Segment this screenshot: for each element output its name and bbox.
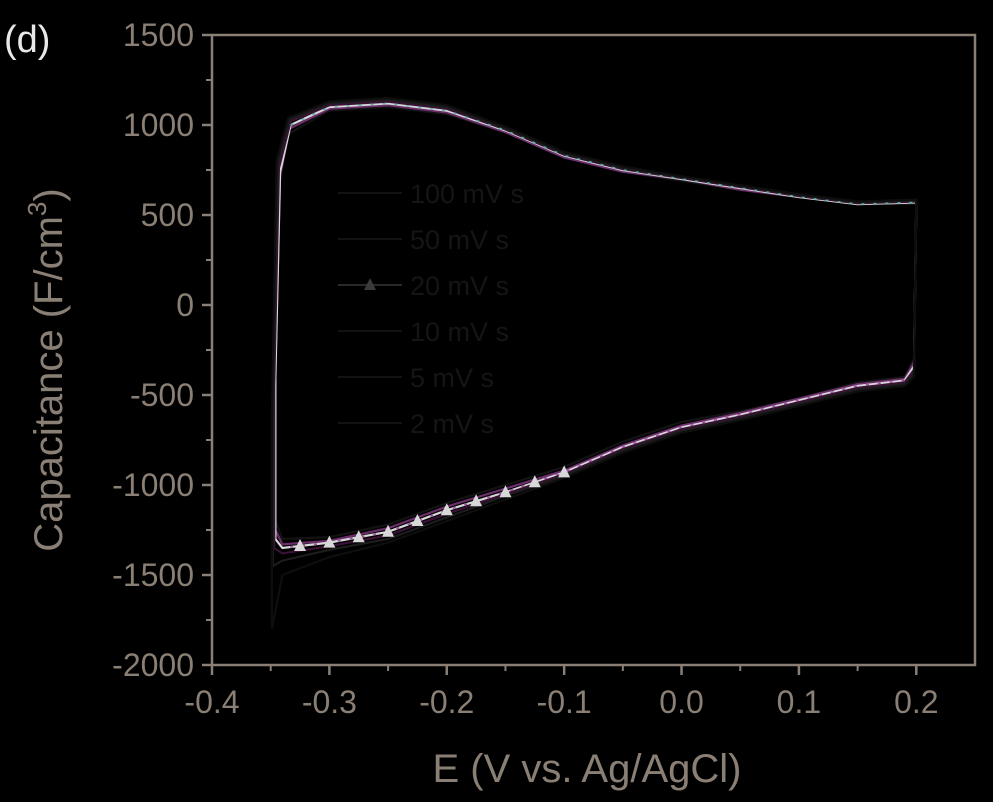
y-tick-label: 500 <box>141 197 194 233</box>
series-3-marker <box>411 514 424 526</box>
legend-entry: 50 mV s <box>338 225 509 255</box>
legend-entry: 100 mV s <box>338 179 524 209</box>
series-3-marker <box>294 538 307 551</box>
legend-marker <box>364 278 376 290</box>
y-tick-label: 1000 <box>123 107 194 143</box>
lower-highlight <box>282 379 905 549</box>
x-tick-label: -0.3 <box>302 684 357 720</box>
y-axis-title-text: Capacitance (F/cm <box>27 216 71 552</box>
series-3-marker <box>528 475 541 488</box>
y-tick-label: 0 <box>176 287 194 323</box>
y-tick-label: 1500 <box>123 17 194 53</box>
legend-label: 5 mV s <box>410 363 494 393</box>
y-tick-label: -2000 <box>112 647 194 683</box>
series-3-marker <box>323 535 336 548</box>
series-3-marker <box>440 503 453 516</box>
y-tick-label: -500 <box>130 377 194 413</box>
x-tick-label: -0.1 <box>537 684 592 720</box>
legend: 100 mV s 50 mV s 20 mV s 10 mV s 5 mV s 2 mV … <box>338 179 524 439</box>
y-tick-label: -1000 <box>112 467 194 503</box>
series-3-marker <box>558 465 571 478</box>
legend-label: 20 mV s <box>410 271 509 301</box>
x-tick-label: -0.4 <box>184 684 239 720</box>
series-3-marker <box>470 494 483 507</box>
y-tick-label: -1500 <box>112 557 194 593</box>
series-6 <box>270 96 918 630</box>
x-axis-title: E (V vs. Ag/AgCl) <box>433 747 742 791</box>
x-tick-label: 0.1 <box>777 684 821 720</box>
legend-label: 2 mV s <box>410 409 494 439</box>
legend-label: 100 mV s <box>410 179 524 209</box>
series-3-marker <box>499 485 512 498</box>
panel-label: (d) <box>4 19 50 61</box>
y-axis-title-superscript: 3 <box>22 202 52 216</box>
legend-entry: 20 mV s <box>338 271 509 301</box>
y-axis-title: Capacitance (F/cm3) <box>22 188 71 551</box>
legend-entry: 5 mV s <box>338 363 494 393</box>
curve-highlights <box>282 102 917 549</box>
legend-label: 50 mV s <box>410 225 509 255</box>
series-line <box>270 96 918 630</box>
y-axis-title-close: ) <box>27 188 71 201</box>
series-3-marker <box>352 530 365 543</box>
series-3-markers <box>294 465 571 551</box>
legend-entry: 10 mV s <box>338 317 509 347</box>
plot-area <box>270 96 918 630</box>
legend-entry: 2 mV s <box>338 409 494 439</box>
x-tick-label: 0.0 <box>659 684 703 720</box>
x-tick-label: 0.2 <box>894 684 938 720</box>
axes: 1500 1000 500 0 -500 -1000 -1500 -2000-0.4 -0.3 -… <box>112 17 977 720</box>
x-tick-label: -0.2 <box>419 684 474 720</box>
series-3-marker <box>382 524 395 537</box>
legend-label: 10 mV s <box>410 317 509 347</box>
